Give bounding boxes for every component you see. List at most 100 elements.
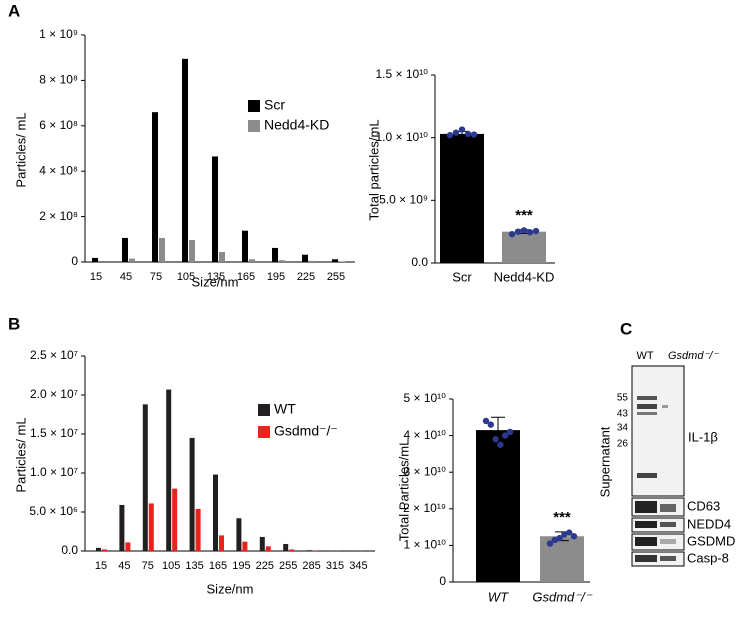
- x-tick-label: 105: [162, 560, 180, 572]
- bar: [259, 536, 265, 551]
- bar: [302, 254, 308, 262]
- section-label: Supernatant: [597, 426, 612, 497]
- x-tick-label: 285: [302, 560, 320, 572]
- bar: [283, 543, 289, 551]
- bar: [279, 260, 285, 262]
- data-point: [570, 533, 578, 540]
- data-point: [520, 227, 528, 234]
- y-tick-label: 6 × 10⁸: [39, 118, 78, 132]
- marker-label: 55: [617, 393, 629, 404]
- y-tick-label: 1 × 10¹⁰: [403, 538, 446, 552]
- bar: [189, 239, 195, 262]
- x-tick-label: Nedd4-KD: [494, 269, 555, 284]
- band-label: CD63: [687, 498, 720, 513]
- x-tick-label: Scr: [452, 269, 472, 284]
- band-label: IL-1β: [688, 429, 718, 444]
- legend-label: Nedd4-KD: [264, 117, 329, 133]
- bar: [159, 237, 165, 262]
- bar: [166, 389, 172, 551]
- x-tick-label: 225: [256, 560, 274, 572]
- significance: ***: [553, 509, 571, 526]
- marker-label: 26: [617, 439, 629, 450]
- bar: [440, 133, 484, 263]
- bar: [272, 247, 278, 262]
- bar: [119, 504, 125, 551]
- x-axis-label: Size/nm: [207, 581, 254, 596]
- data-point: [566, 529, 573, 536]
- x-tick-label: 255: [279, 560, 297, 572]
- bar: [219, 252, 225, 262]
- y-tick-label: 2 × 10⁸: [39, 209, 78, 223]
- y-tick-label: 4 × 10⁸: [39, 163, 78, 177]
- y-tick-label: 0.0: [411, 255, 428, 269]
- y-tick-label: 1.5 × 10¹⁰: [375, 67, 428, 81]
- y-axis-label: Particles/ mL: [13, 112, 28, 187]
- panel-label: B: [8, 314, 20, 333]
- y-tick-label: 5 × 10¹⁰: [403, 391, 446, 405]
- x-tick-label: 195: [267, 271, 285, 283]
- bar: [125, 542, 131, 551]
- bar: [289, 549, 295, 551]
- x-tick-label: 45: [120, 271, 132, 283]
- bar: [189, 437, 195, 551]
- y-tick-label: 1.5 × 10⁷: [30, 426, 78, 440]
- x-tick-label: 165: [209, 560, 227, 572]
- band-label: GSDMD: [687, 533, 735, 548]
- y-tick-label: 0.0: [61, 543, 78, 557]
- bar: [213, 474, 218, 551]
- bar: [242, 230, 248, 262]
- bar: [502, 231, 546, 263]
- legend-swatch: [258, 426, 270, 438]
- bar: [129, 258, 135, 262]
- lane-label: Gsdmd⁻/⁻: [668, 350, 719, 362]
- lane-label: WT: [636, 350, 653, 362]
- bar: [265, 546, 271, 551]
- x-tick-label: 15: [90, 271, 102, 283]
- y-axis-label: Particles/ mL: [13, 417, 28, 492]
- bar: [152, 112, 158, 263]
- legend-swatch: [248, 100, 260, 112]
- y-axis-label: Total particles/mL: [366, 119, 381, 220]
- y-tick-label: 2 × 10¹⁹: [403, 501, 446, 515]
- x-tick-label: Gsdmd⁻/⁻: [532, 589, 592, 604]
- data-point: [487, 421, 494, 428]
- x-tick-label: 75: [142, 560, 154, 572]
- x-tick-label: 135: [185, 560, 203, 572]
- y-tick-label: 3 × 10¹⁰: [403, 464, 446, 478]
- data-point: [464, 130, 472, 138]
- y-tick-label: 1.0 × 10⁷: [30, 465, 78, 479]
- x-tick-label: 315: [326, 560, 344, 572]
- bar: [195, 508, 201, 551]
- significance: ***: [515, 207, 533, 224]
- legend-label: Scr: [264, 97, 285, 113]
- x-tick-label: 75: [150, 271, 162, 283]
- data-point: [514, 228, 522, 235]
- data-point: [532, 227, 540, 235]
- marker-label: 34: [617, 423, 629, 434]
- band-label: NEDD4: [687, 516, 731, 531]
- x-tick-label: 135: [207, 271, 225, 283]
- bar: [182, 58, 188, 263]
- legend-label: WT: [274, 401, 296, 417]
- band-label: Casp-8: [687, 550, 729, 565]
- data-point: [561, 531, 568, 538]
- bar: [172, 488, 178, 551]
- bar: [306, 550, 312, 551]
- data-point: [502, 432, 509, 439]
- data-point: [508, 230, 516, 238]
- data-point: [556, 534, 563, 542]
- data-point: [551, 536, 558, 544]
- marker-label: 43: [617, 409, 629, 420]
- y-axis-label: Total Particles/mL: [396, 439, 411, 542]
- legend-swatch: [248, 120, 260, 132]
- data-point: [506, 428, 514, 436]
- bar: [332, 259, 338, 262]
- y-tick-label: 5.0 × 10⁶: [29, 504, 78, 518]
- data-point: [452, 129, 460, 136]
- bar: [96, 547, 101, 551]
- y-tick-label: 2.0 × 10⁷: [30, 387, 78, 401]
- data-point: [458, 126, 466, 133]
- bar: [242, 541, 248, 551]
- bar: [102, 549, 107, 551]
- bar: [92, 257, 98, 262]
